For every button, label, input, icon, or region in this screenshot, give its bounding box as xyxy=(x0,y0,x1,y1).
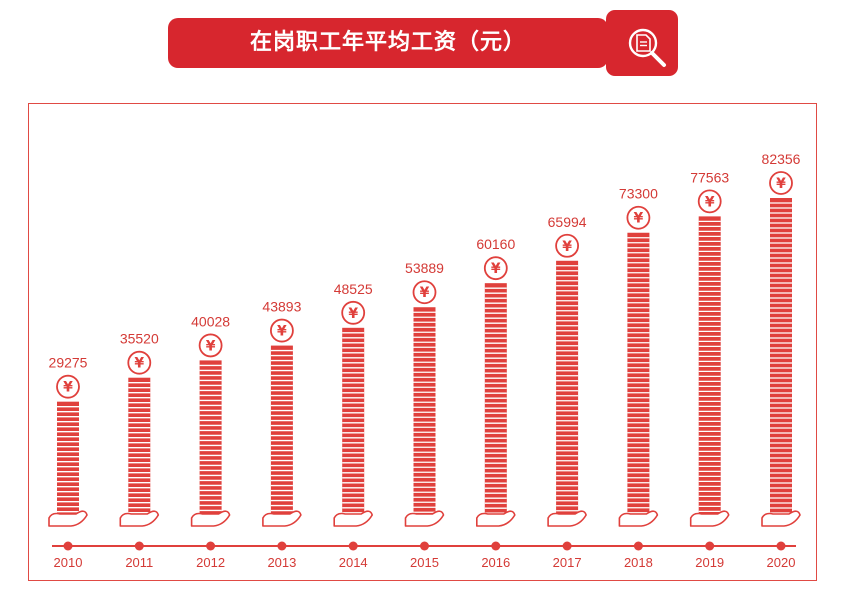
timeline-dot xyxy=(562,541,572,551)
year-label: 2016 xyxy=(481,555,510,570)
year-label: 2010 xyxy=(54,555,83,570)
yen-symbol: ¥ xyxy=(491,261,501,277)
value-label: 29275 xyxy=(49,355,88,371)
yen-coin-icon xyxy=(56,374,80,399)
yen-symbol: ¥ xyxy=(634,211,644,227)
value-label: 73300 xyxy=(619,186,658,202)
year-label: 2015 xyxy=(410,555,439,570)
timeline-dot xyxy=(63,541,73,551)
hand-icon xyxy=(262,510,302,527)
yen-symbol: ¥ xyxy=(562,239,572,255)
yen-symbol: ¥ xyxy=(206,338,216,354)
value-label: 77563 xyxy=(690,169,729,185)
bar xyxy=(342,327,365,514)
search-document-icon xyxy=(628,28,666,67)
yen-coin-icon xyxy=(127,350,152,375)
value-label: 35520 xyxy=(120,331,159,347)
yen-coin-icon xyxy=(483,256,508,281)
yen-coin-icon xyxy=(412,280,437,305)
yen-coin-icon xyxy=(269,318,294,343)
year-label: 2014 xyxy=(339,555,368,570)
timeline-dot xyxy=(206,541,216,551)
bar xyxy=(57,401,79,514)
year-label: 2011 xyxy=(125,555,153,570)
timeline-dot xyxy=(134,541,144,551)
yen-coin-icon xyxy=(198,333,223,358)
value-label: 53889 xyxy=(405,260,444,276)
yen-symbol: ¥ xyxy=(705,194,715,210)
hand-icon xyxy=(190,510,231,527)
timeline-dot xyxy=(633,541,643,551)
hand-icon xyxy=(761,510,801,527)
yen-symbol: ¥ xyxy=(776,176,786,192)
yen-coin-icon xyxy=(626,205,651,230)
bar xyxy=(413,307,436,514)
hand-icon xyxy=(119,510,160,527)
hand-icon xyxy=(476,510,516,527)
yen-coin-icon xyxy=(555,233,579,258)
bar xyxy=(770,198,792,514)
hand-icon xyxy=(547,510,587,527)
yen-symbol: ¥ xyxy=(277,324,287,340)
yen-symbol: ¥ xyxy=(63,380,73,396)
value-label: 65994 xyxy=(548,214,587,230)
hand-icon xyxy=(48,510,88,527)
timeline-dot xyxy=(420,541,429,551)
year-label: 2017 xyxy=(553,555,582,570)
value-label: 82356 xyxy=(762,151,801,167)
bar xyxy=(270,345,293,514)
yen-coin-icon xyxy=(341,300,366,325)
value-label: 40028 xyxy=(191,313,230,329)
chart-title: 在岗职工年平均工资（元） xyxy=(249,30,526,55)
year-label: 2018 xyxy=(624,555,653,570)
yen-coin-icon xyxy=(697,189,722,214)
year-label: 2019 xyxy=(695,555,724,570)
value-label: 48525 xyxy=(334,281,373,297)
bar xyxy=(128,377,151,514)
timeline-dot xyxy=(491,541,501,551)
value-label: 43893 xyxy=(262,299,301,315)
hand-icon xyxy=(689,510,730,527)
value-label: 60160 xyxy=(476,236,515,252)
hand-icon xyxy=(404,510,445,527)
year-label: 2020 xyxy=(767,555,796,570)
hand-icon xyxy=(618,510,659,527)
yen-symbol: ¥ xyxy=(134,356,144,372)
year-label: 2013 xyxy=(267,555,296,570)
timeline-dot xyxy=(776,541,786,551)
timeline-dot xyxy=(277,541,287,551)
hand-icon xyxy=(333,510,373,527)
yen-coin-icon xyxy=(769,171,793,195)
chart-frame xyxy=(28,103,817,581)
search-tab[interactable] xyxy=(606,10,678,76)
title-banner: 在岗职工年平均工资（元） xyxy=(168,18,608,68)
yen-symbol: ¥ xyxy=(348,306,358,322)
timeline-dot xyxy=(705,541,715,551)
yen-symbol: ¥ xyxy=(420,285,430,301)
year-label: 2012 xyxy=(196,555,225,570)
timeline-dot xyxy=(348,541,358,551)
